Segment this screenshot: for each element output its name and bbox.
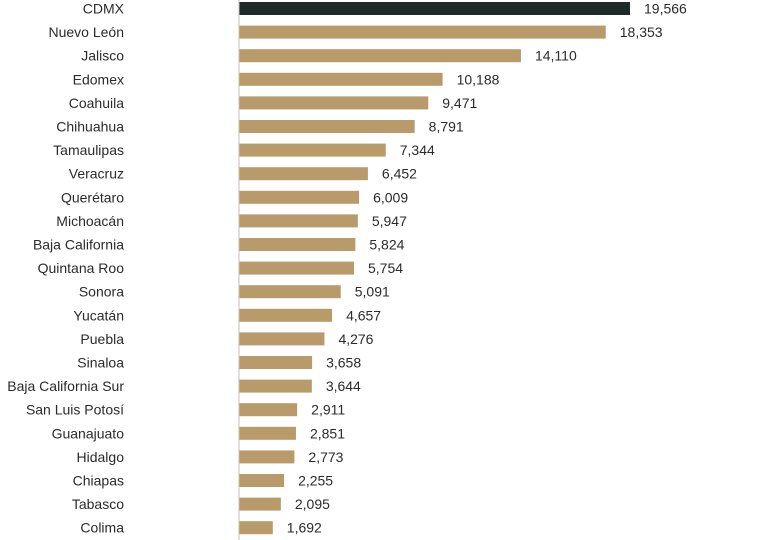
category-label-quintana-roo: Quintana Roo bbox=[38, 260, 125, 276]
bar-edomex bbox=[239, 72, 443, 86]
category-label-tabasco: Tabasco bbox=[72, 496, 124, 512]
category-label-baja-california: Baja California bbox=[33, 237, 124, 253]
bar-baja-california-sur bbox=[239, 379, 312, 393]
value-label-chiapas: 2,255 bbox=[298, 473, 333, 489]
category-label-yucatan: Yucatán bbox=[73, 307, 124, 323]
value-label-yucatan: 4,657 bbox=[346, 307, 381, 323]
bars-group bbox=[239, 2, 630, 535]
bar-nuevo-leon bbox=[239, 25, 606, 39]
value-label-veracruz: 6,452 bbox=[382, 166, 417, 182]
category-label-baja-california-sur: Baja California Sur bbox=[7, 378, 124, 394]
category-label-veracruz: Veracruz bbox=[69, 166, 124, 182]
bar-veracruz bbox=[239, 167, 368, 181]
value-label-baja-california: 5,824 bbox=[369, 237, 404, 253]
category-label-queretaro: Querétaro bbox=[61, 189, 124, 205]
bar-hidalgo bbox=[239, 450, 295, 464]
value-label-guanajuato: 2,851 bbox=[310, 425, 345, 441]
value-label-baja-california-sur: 3,644 bbox=[326, 378, 361, 394]
bar-chiapas bbox=[239, 474, 285, 487]
bar-san-luis-potosi bbox=[239, 403, 298, 417]
value-label-cdmx: 19,566 bbox=[644, 1, 687, 17]
category-label-michoacan: Michoacán bbox=[56, 213, 124, 229]
value-label-coahuila: 9,471 bbox=[442, 95, 477, 111]
bar-sonora bbox=[239, 285, 341, 299]
category-label-sinaloa: Sinaloa bbox=[77, 355, 124, 371]
bar-baja-california bbox=[239, 238, 356, 251]
bar-chihuahua bbox=[239, 120, 415, 133]
category-label-tamaulipas: Tamaulipas bbox=[53, 142, 124, 158]
category-label-chihuahua: Chihuahua bbox=[56, 119, 124, 135]
bar-guanajuato bbox=[239, 426, 296, 440]
category-label-chiapas: Chiapas bbox=[73, 473, 124, 489]
value-label-queretaro: 6,009 bbox=[373, 189, 408, 205]
bar-coahuila bbox=[239, 96, 429, 110]
bar-jalisco bbox=[239, 49, 521, 63]
value-label-chihuahua: 8,791 bbox=[429, 119, 464, 135]
category-label-hidalgo: Hidalgo bbox=[77, 449, 125, 465]
value-label-sonora: 5,091 bbox=[355, 284, 390, 300]
value-label-sinaloa: 3,658 bbox=[326, 355, 361, 371]
value-label-hidalgo: 2,773 bbox=[308, 449, 343, 465]
category-label-puebla: Puebla bbox=[80, 331, 124, 347]
value-label-jalisco: 14,110 bbox=[535, 48, 577, 64]
category-label-jalisco: Jalisco bbox=[81, 48, 124, 64]
category-label-cdmx: CDMX bbox=[83, 1, 125, 17]
value-label-colima: 1,692 bbox=[287, 520, 322, 536]
category-label-san-luis-potosi: San Luis Potosí bbox=[26, 402, 124, 418]
bar-tamaulipas bbox=[239, 143, 386, 157]
bar-puebla bbox=[239, 332, 325, 346]
bar-yucatan bbox=[239, 308, 333, 322]
category-label-sonora: Sonora bbox=[79, 284, 124, 300]
value-label-tamaulipas: 7,344 bbox=[400, 142, 435, 158]
value-label-tabasco: 2,095 bbox=[295, 496, 330, 512]
bar-tabasco bbox=[239, 497, 281, 511]
value-label-san-luis-potosi: 2,911 bbox=[311, 402, 345, 418]
value-label-nuevo-leon: 18,353 bbox=[620, 24, 663, 40]
value-labels: 19,566 18,353 14,110 10,188 9,471 8,791 7,344 6… bbox=[287, 1, 687, 536]
category-label-guanajuato: Guanajuato bbox=[52, 425, 125, 441]
category-label-edomex: Edomex bbox=[73, 71, 124, 87]
category-label-colima: Colima bbox=[80, 520, 124, 536]
bar-queretaro bbox=[239, 190, 360, 204]
value-label-edomex: 10,188 bbox=[457, 71, 500, 87]
category-labels: CDMX Nuevo León Jalisco Edomex Coahuila Chihu… bbox=[7, 1, 124, 536]
value-label-quintana-roo: 5,754 bbox=[368, 260, 403, 276]
bar-michoacan bbox=[239, 214, 358, 228]
category-label-coahuila: Coahuila bbox=[69, 95, 124, 111]
value-label-puebla: 4,276 bbox=[338, 331, 373, 347]
bar-cdmx bbox=[239, 2, 630, 15]
bar-sinaloa bbox=[239, 356, 313, 369]
value-label-michoacan: 5,947 bbox=[372, 213, 407, 229]
category-label-nuevo-leon: Nuevo León bbox=[48, 24, 124, 40]
bar-colima bbox=[239, 521, 273, 535]
bar-quintana-roo bbox=[239, 261, 354, 275]
